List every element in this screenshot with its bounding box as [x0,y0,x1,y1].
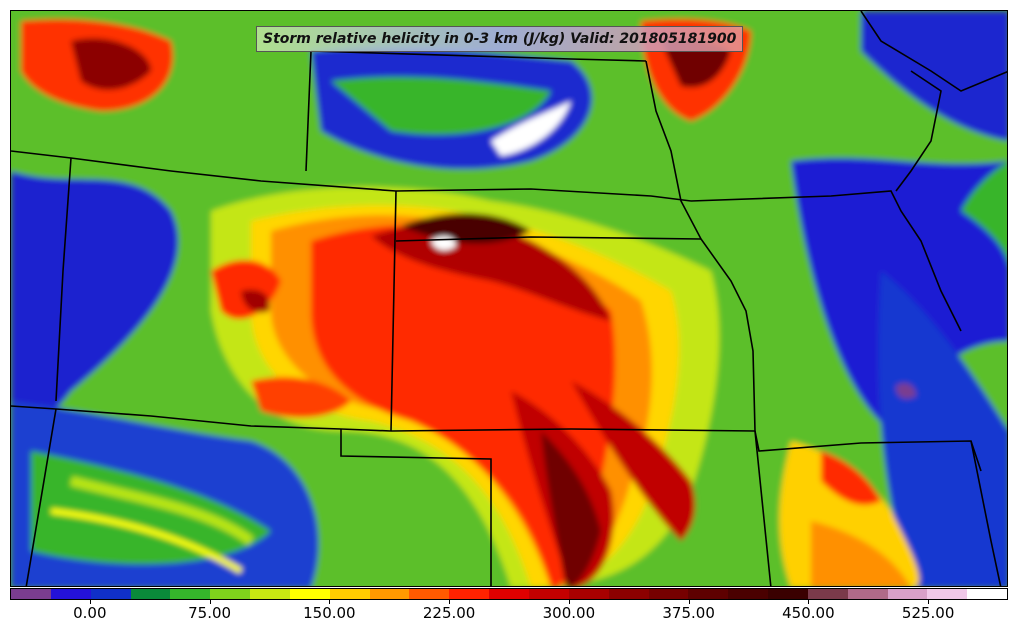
colorbar-swatch [887,589,928,599]
colorbar-swatch [130,589,171,599]
colorbar-tick-label: 150.00 [303,604,356,622]
colorbar-tick [568,600,570,604]
colorbar-tick [329,600,331,604]
colorbar-swatch [847,589,888,599]
colorbar-swatch [489,589,529,599]
helicity-field-map [11,11,1007,586]
colorbar-tick [688,600,690,604]
colorbar-swatch [648,589,689,599]
colorbar-swatch [568,589,609,599]
colorbar-swatch [409,589,450,599]
colorbar-tick-label: 450.00 [782,604,835,622]
colorbar-swatch [768,589,808,599]
colorbar-tick-label: 300.00 [542,604,596,622]
colorbar-tick [209,600,211,604]
colorbar-swatch [807,589,848,599]
colorbar-tick [449,600,451,604]
colorbar-swatch [289,589,330,599]
colorbar-tick [89,600,91,604]
colorbar-tick-label: 525.00 [901,604,955,622]
map-panel: Storm relative helicity in 0-3 km (J/kg)… [10,10,1008,587]
map-title: Storm relative helicity in 0-3 km (J/kg)… [256,26,744,52]
colorbar-swatch [170,589,211,599]
colorbar [10,588,1008,600]
colorbar-swatch [369,589,410,599]
colorbar-swatch [250,589,290,599]
colorbar-swatch [329,589,370,599]
colorbar-swatch [967,589,1008,599]
colorbar-tick [928,600,930,604]
colorbar-ticks: 0.00 75.00 150.00 225.00 300.00 375.00 450.00 5… [10,600,1008,633]
colorbar-tick-label: 75.00 [188,604,232,622]
colorbar-swatch [210,589,251,599]
colorbar-tick [808,600,810,604]
colorbar-swatch [608,589,649,599]
colorbar-swatch [927,589,968,599]
helicity-shading [11,11,1007,586]
colorbar-tick-label: 225.00 [422,604,476,622]
colorbar-swatch [449,589,490,599]
colorbar-tick-label: 0.00 [73,604,107,622]
colorbar-swatch [11,589,51,599]
colorbar-swatch [528,589,569,599]
colorbar-tick-label: 375.00 [662,604,715,622]
colorbar-swatch [688,589,729,599]
state-boundaries [11,11,1007,586]
colorbar-swatch [728,589,769,599]
colorbar-swatch [50,589,91,599]
colorbar-swatch [90,589,131,599]
